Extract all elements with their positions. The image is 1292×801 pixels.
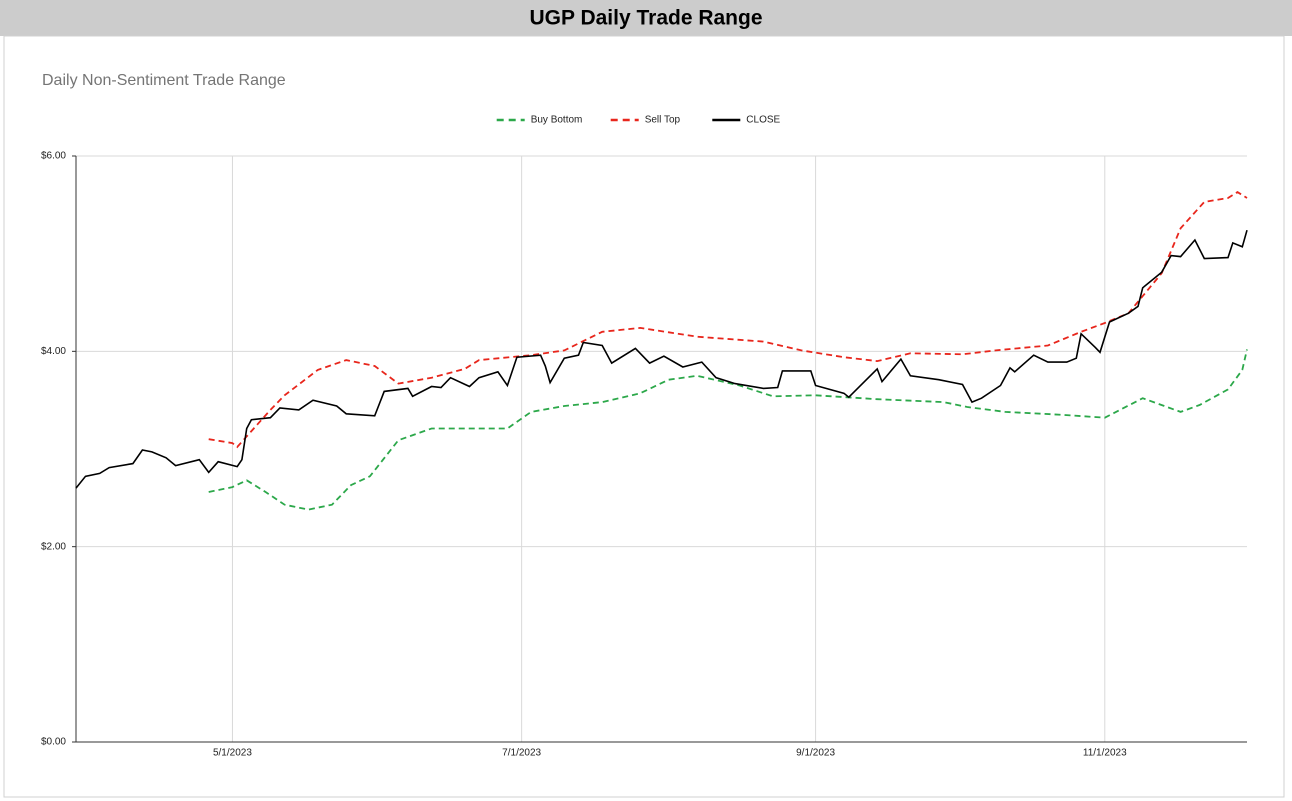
series-line [208,349,1248,511]
chart-title: Daily Non-Sentiment Trade Range [42,72,286,89]
x-tick-label: 9/1/2023 [796,748,835,759]
sheet-title: UGP Daily Trade Range [529,7,762,30]
plot: $0.00 $2.00 $4.00 $6.00 5/1/2023 7/1/2023 9/1/… [41,115,1248,759]
x-tick-label: 11/1/2023 [1083,748,1127,759]
y-tick-label: $2.00 [41,541,66,552]
x-tick-label: 7/1/2023 [502,748,541,759]
legend-label: Buy Bottom [531,115,583,126]
x-tick-label: 5/1/2023 [213,748,252,759]
legend-label: Sell Top [645,115,681,126]
legend-label: CLOSE [746,115,780,126]
y-tick-label: $6.00 [41,151,66,162]
y-tick-label: $4.00 [41,346,66,357]
title-bar [0,0,1292,36]
series-line [75,229,1248,489]
series-line [208,191,1248,449]
chart-frame [3,35,1285,798]
y-tick-label: $0.00 [41,737,66,748]
